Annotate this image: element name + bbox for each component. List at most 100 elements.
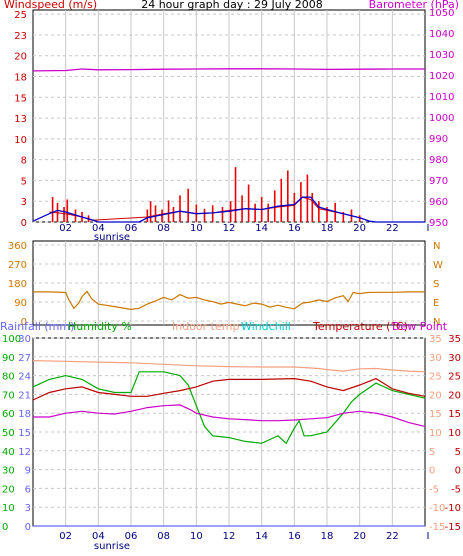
x-tick-label: 06 [125,531,138,542]
temperature-humidity-panel: Rainfall (mm) Humidity % Indoor temp Win… [0,320,461,552]
temp-tick-label-right: 15 [448,409,461,420]
humidity-tick-label: 50 [2,428,15,439]
temp-tick-label-right: 30 [448,353,461,364]
humidity-tick-label: 20 [2,484,15,495]
baro-tick-label: 1020 [429,71,454,82]
legend-indoor-temp: Indoor temp [172,320,239,333]
x-tick-label: 16 [288,223,301,234]
x-tick-label: 22 [386,531,399,542]
legend-dew-point: Dew Point [392,320,448,333]
temp-tick-label-right: 5 [455,447,461,458]
indoor-temp-line [32,360,426,373]
compass-tick-label: N [433,317,440,328]
baro-tick-label: 990 [429,134,448,145]
rain-tick-label: 21 [18,390,31,401]
wind-tick-label: 20 [14,52,27,63]
humidity-tick-label: 70 [2,390,15,401]
rain-tick-label: 30 [18,334,31,345]
x-tick-label: 16 [288,531,301,542]
humidity-tick-label: 0 [2,522,8,533]
compass-tick-label: W [433,260,443,271]
wind-tick-label: 25 [14,10,27,21]
temp-tick-label-right: 10 [448,428,461,439]
wind-direction-line [33,290,425,311]
x-tick-label: 08 [157,223,170,234]
legend-rainfall: Rainfall (mm) [0,320,74,333]
baro-tick-label: 950 [429,218,448,229]
x-tick-label: 20 [353,531,366,542]
humidity-tick-label: 10 [2,503,15,514]
humidity-tick-label: 90 [2,353,15,364]
baro-axis-label: Barometer (hPa) [369,0,459,11]
wind-barometer-panel: Windspeed (m/s) 24 hour graph day : 29 J… [4,0,459,243]
x-tick-label: 20 [353,223,366,234]
baro-tick-label: 1030 [429,50,454,61]
x-tick-label: 14 [255,223,268,234]
baro-tick-label: 980 [429,155,448,166]
direction-tick-label: 0 [21,317,27,328]
temp-tick-label-left: -15 [429,522,445,533]
compass-tick-label: S [433,279,439,290]
x-tick-label: 14 [255,531,268,542]
temp-tick-label-left: 20 [429,390,442,401]
baro-tick-label: 1000 [429,113,454,124]
dew-point-line [33,404,426,427]
rain-tick-label: 24 [18,372,31,383]
temp-tick-label-left: 30 [429,353,442,364]
humidity-tick-label: 40 [2,447,15,458]
baro-tick-label: 970 [429,176,448,187]
x-tick-label: 22 [386,223,399,234]
barometer-line [32,68,425,72]
wind-axis-label: Windspeed (m/s) [4,0,97,11]
humidity-tick-label: 60 [2,409,15,420]
temp-tick-label-left: 35 [429,334,442,345]
direction-tick-label: 360 [8,241,27,252]
rain-tick-label: 9 [25,466,31,477]
temp-tick-label-right: 20 [448,390,461,401]
temp-tick-label-right: -5 [451,484,461,495]
humidity-line [32,371,426,445]
wind-average-line [32,196,425,223]
temp-tick-label-right: 25 [448,372,461,383]
temp-tick-label-left: 25 [429,372,442,383]
wind-tick-label: 23 [14,31,27,42]
temp-tick-label-left: 15 [429,409,442,420]
wind-tick-label: 18 [14,73,27,84]
temp-tick-label-left: 5 [429,447,435,458]
temp-tick-label-left: 10 [429,428,442,439]
rain-tick-label: 18 [18,409,31,420]
rain-tick-label: 15 [18,428,31,439]
x-tick-label-end: I [427,531,430,542]
x-tick-label: 06 [125,223,138,234]
direction-tick-label: 180 [8,279,27,290]
rain-tick-label: 3 [25,503,31,514]
wind-tick-label: 5 [21,176,27,187]
legend-windchill: Windchill [241,320,291,333]
direction-tick-label: 90 [14,298,27,309]
rain-tick-label: 27 [18,353,31,364]
temp-tick-label-left: -5 [429,484,439,495]
x-tick-label: 18 [321,223,334,234]
wind-tick-label: 3 [21,197,27,208]
humidity-tick-label: 80 [2,372,15,383]
temp-tick-label-right: -10 [445,503,461,514]
baro-tick-label: 960 [429,197,448,208]
x-tick-label: 10 [190,223,203,234]
x-tick-label: 02 [59,223,72,234]
humidity-tick-label: 100 [2,334,21,345]
temp-tick-label-right: -15 [445,522,461,533]
x-tick-label: 08 [157,531,170,542]
x-tick-label: 18 [321,531,334,542]
rain-tick-label: 0 [25,522,31,533]
x-tick-label: 12 [223,223,236,234]
temp-tick-label-left: -10 [429,503,445,514]
temperature-line [32,377,426,401]
temp-tick-label-left: 0 [429,466,435,477]
rain-tick-label: 6 [25,484,31,495]
x-tick-label: 12 [223,531,236,542]
compass-tick-label: E [433,298,439,309]
baro-tick-label: 1010 [429,92,454,103]
wind-tick-label: 10 [14,135,27,146]
